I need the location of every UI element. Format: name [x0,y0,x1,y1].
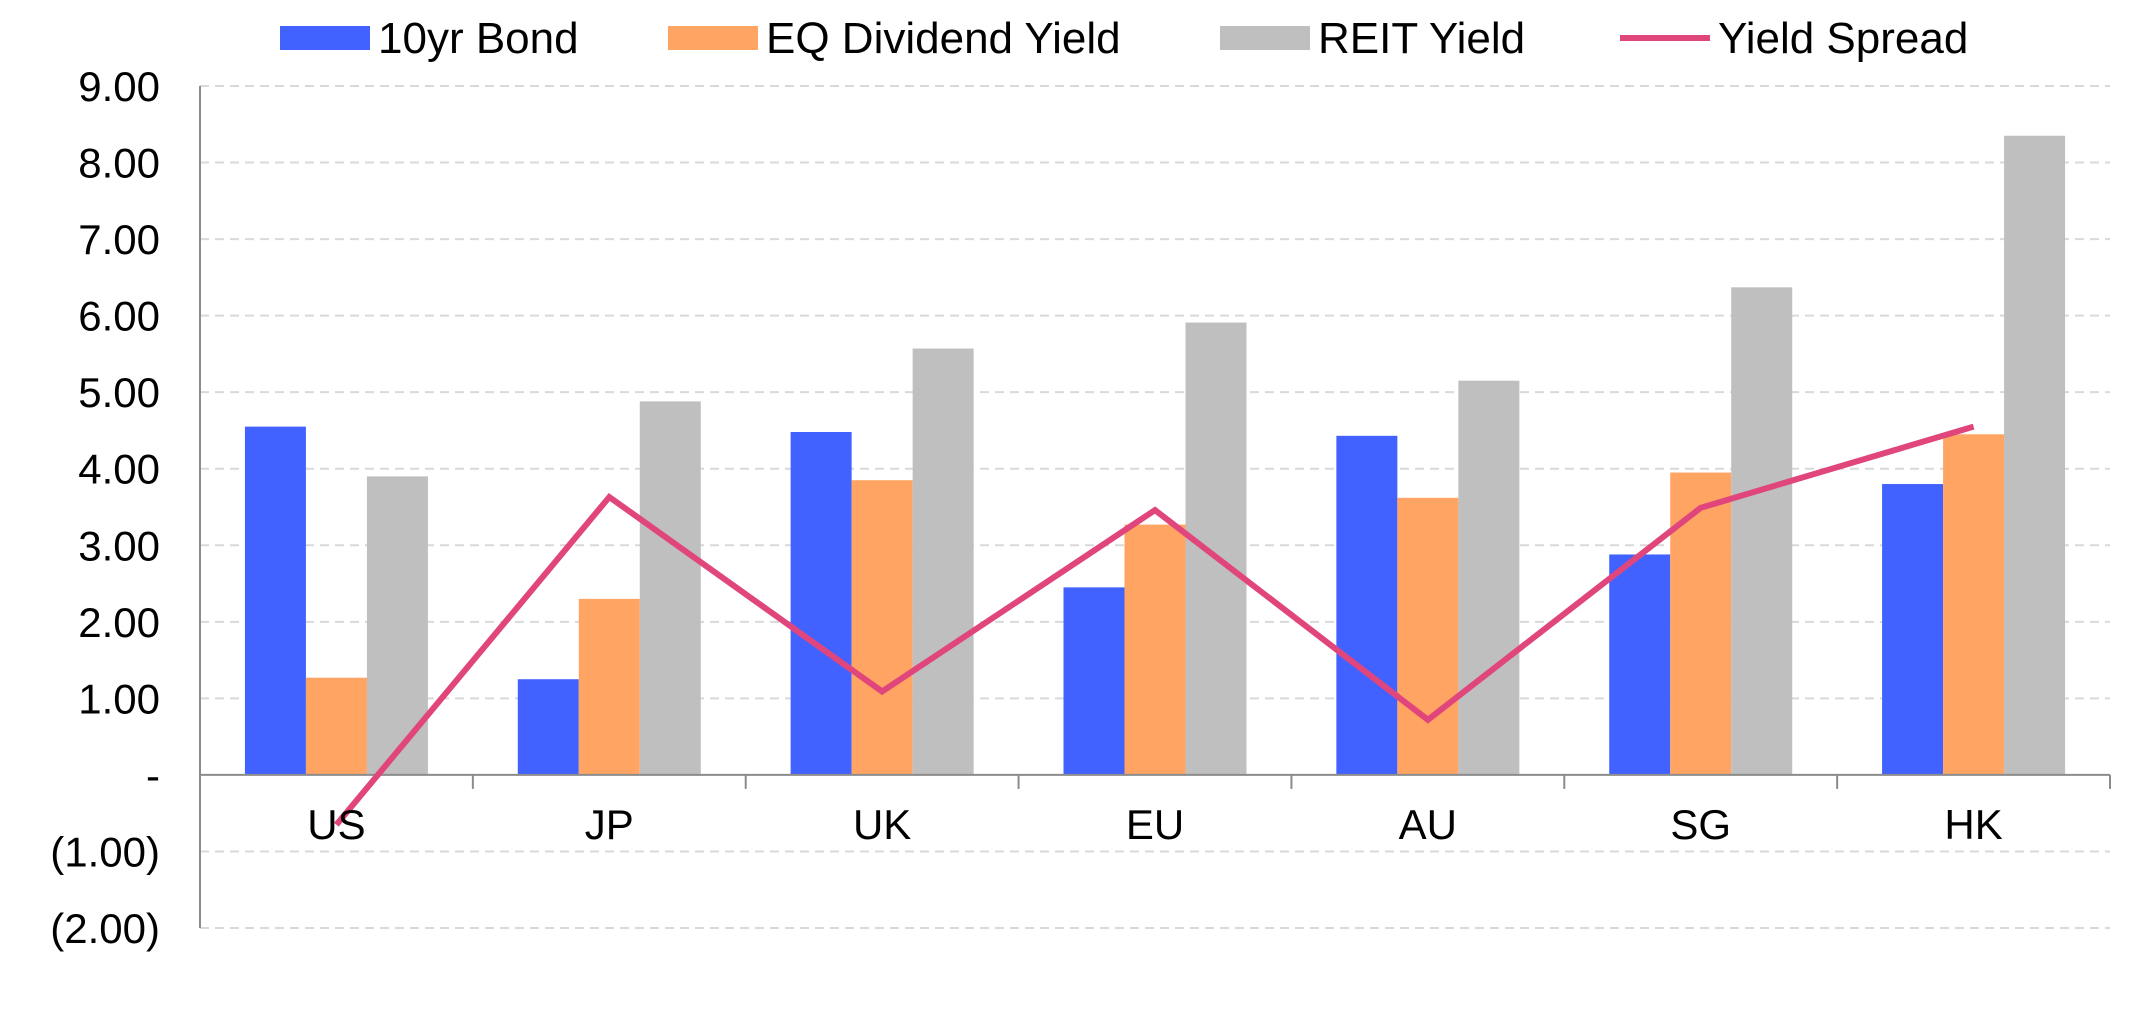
y-tick-label: 4.00 [78,446,160,493]
bar-eq-dividend-yield-sg [1670,472,1732,775]
legend-swatch-10yr-bond [280,26,370,50]
bar-10yr-bond-jp [517,679,579,775]
y-tick-label: 9.00 [78,63,160,110]
tick-labels: 9.00 8.00 7.00 6.00 5.00 4.00 3.00 2.00 1.00 - (1.… [50,63,2002,952]
x-tick-label: SG [1670,801,1731,848]
bar-eq-dividend-yield-eu [1124,524,1186,775]
y-tick-label: 5.00 [78,369,160,416]
bar-10yr-bond-eu [1063,587,1125,775]
x-tick-label: EU [1126,801,1184,848]
y-tick-label: (2.00) [50,905,160,952]
x-tick-label: JP [585,801,634,848]
line-yield-spread [334,423,1975,827]
bar-eq-dividend-yield-jp [578,598,640,775]
legend-label-10yr-bond: 10yr Bond [378,14,579,63]
x-tick-label: HK [1944,801,2002,848]
bar-reit-yield-uk [912,348,974,775]
bar-eq-dividend-yield-us [305,677,367,775]
bar-10yr-bond-uk [790,431,852,775]
x-tick-label: UK [853,801,911,848]
x-tick-label: AU [1399,801,1457,848]
y-tick-label: (1.00) [50,828,160,875]
bar-reit-yield-hk [2004,135,2066,775]
bar-reit-yield-au [1458,380,1520,775]
bar-reit-yield-eu [1185,322,1247,775]
legend: 10yr Bond EQ Dividend Yield REIT Yield Yiel… [280,14,1968,63]
y-tick-label: 8.00 [78,140,160,187]
bar-10yr-bond-hk [1882,484,1944,775]
bar-10yr-bond-au [1336,435,1398,775]
y-tick-label: 2.00 [78,599,160,646]
legend-label-reit-yield: REIT Yield [1318,14,1525,63]
bar-10yr-bond-sg [1609,554,1671,775]
spread-line [334,423,1975,827]
legend-swatch-reit-yield [1220,26,1310,50]
bar-eq-dividend-yield-uk [851,480,913,775]
y-tick-label: - [146,752,160,799]
bar-10yr-bond-us [244,426,306,775]
bars [244,135,2066,775]
legend-swatch-eq-dividend-yield [668,26,758,50]
x-tick-label: US [307,801,365,848]
bar-eq-dividend-yield-au [1397,497,1459,775]
bar-reit-yield-sg [1731,287,1793,775]
bar-reit-yield-jp [639,401,701,775]
y-tick-label: 7.00 [78,216,160,263]
bar-eq-dividend-yield-hk [1943,434,2005,775]
y-tick-label: 3.00 [78,522,160,569]
axes [199,86,2111,928]
y-tick-label: 1.00 [78,675,160,722]
y-tick-label: 6.00 [78,293,160,340]
legend-label-yield-spread: Yield Spread [1718,14,1968,63]
legend-label-eq-dividend-yield: EQ Dividend Yield [766,14,1121,63]
